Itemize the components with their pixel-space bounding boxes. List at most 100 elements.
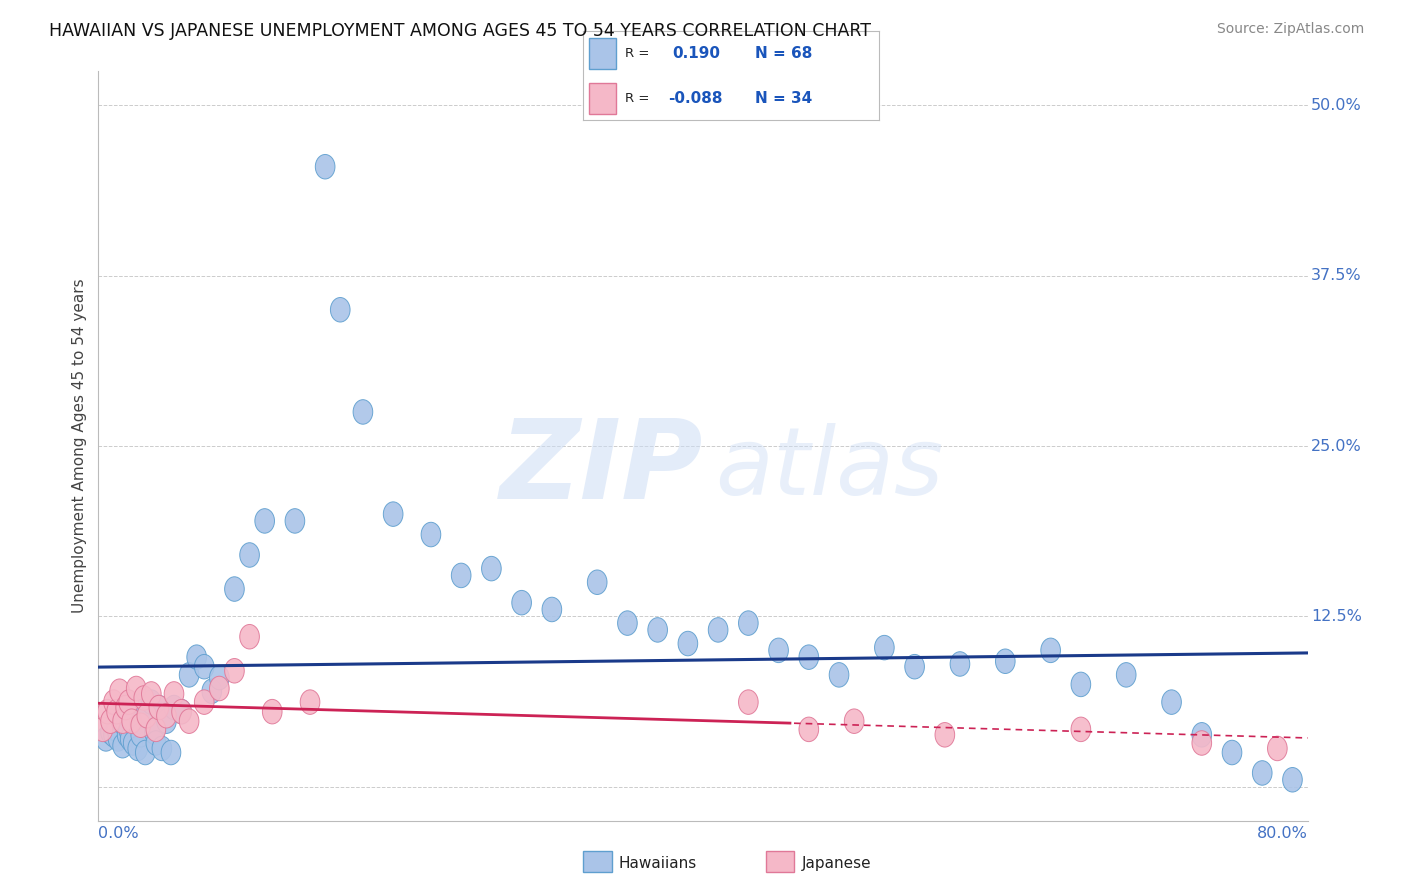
Text: 37.5%: 37.5%	[1312, 268, 1362, 283]
Ellipse shape	[935, 723, 955, 747]
Ellipse shape	[156, 704, 176, 728]
Ellipse shape	[263, 699, 283, 724]
Text: 0.0%: 0.0%	[98, 826, 139, 841]
Ellipse shape	[112, 733, 132, 758]
Text: -0.088: -0.088	[668, 91, 723, 105]
Ellipse shape	[799, 645, 818, 669]
Y-axis label: Unemployment Among Ages 45 to 54 years: Unemployment Among Ages 45 to 54 years	[72, 278, 87, 614]
Text: N = 34: N = 34	[755, 91, 813, 105]
Ellipse shape	[1040, 638, 1060, 663]
Ellipse shape	[101, 709, 121, 733]
FancyBboxPatch shape	[589, 83, 616, 114]
Ellipse shape	[543, 598, 561, 622]
Ellipse shape	[254, 508, 274, 533]
Ellipse shape	[422, 523, 440, 547]
Ellipse shape	[127, 676, 146, 701]
Ellipse shape	[117, 723, 136, 747]
Ellipse shape	[172, 699, 191, 724]
Ellipse shape	[738, 611, 758, 635]
Text: atlas: atlas	[716, 423, 943, 514]
Ellipse shape	[225, 577, 245, 601]
Text: 0.190: 0.190	[672, 46, 720, 61]
Text: Hawaiians: Hawaiians	[619, 856, 697, 871]
Ellipse shape	[1161, 690, 1181, 714]
Text: 25.0%: 25.0%	[1312, 439, 1362, 453]
Ellipse shape	[1222, 740, 1241, 764]
Ellipse shape	[648, 617, 668, 642]
Ellipse shape	[1192, 723, 1212, 747]
Ellipse shape	[225, 658, 245, 683]
Ellipse shape	[165, 695, 184, 720]
FancyBboxPatch shape	[589, 38, 616, 70]
Text: HAWAIIAN VS JAPANESE UNEMPLOYMENT AMONG AGES 45 TO 54 YEARS CORRELATION CHART: HAWAIIAN VS JAPANESE UNEMPLOYMENT AMONG …	[49, 22, 872, 40]
Ellipse shape	[156, 709, 176, 733]
Ellipse shape	[1282, 767, 1302, 792]
Ellipse shape	[1192, 731, 1212, 756]
Ellipse shape	[120, 717, 138, 741]
Ellipse shape	[104, 690, 124, 714]
Ellipse shape	[142, 690, 162, 714]
Text: 50.0%: 50.0%	[1312, 98, 1362, 113]
Ellipse shape	[1253, 761, 1272, 785]
Ellipse shape	[124, 731, 143, 756]
Text: R =: R =	[624, 47, 650, 60]
Ellipse shape	[146, 717, 166, 741]
Text: Japanese: Japanese	[801, 856, 872, 871]
Ellipse shape	[330, 298, 350, 322]
Ellipse shape	[97, 699, 117, 724]
Ellipse shape	[187, 645, 207, 669]
Ellipse shape	[135, 740, 155, 764]
Ellipse shape	[101, 720, 121, 744]
Ellipse shape	[1116, 663, 1136, 687]
Ellipse shape	[149, 695, 169, 720]
Ellipse shape	[110, 679, 129, 704]
Ellipse shape	[108, 727, 128, 751]
Ellipse shape	[138, 699, 157, 724]
Ellipse shape	[122, 706, 142, 731]
Ellipse shape	[678, 632, 697, 656]
Ellipse shape	[122, 709, 142, 733]
Ellipse shape	[451, 563, 471, 588]
Ellipse shape	[799, 717, 818, 741]
Ellipse shape	[152, 736, 172, 761]
Ellipse shape	[128, 736, 148, 761]
Ellipse shape	[112, 709, 132, 733]
Ellipse shape	[845, 709, 863, 733]
Ellipse shape	[96, 727, 115, 751]
Ellipse shape	[111, 709, 131, 733]
Ellipse shape	[709, 617, 728, 642]
Ellipse shape	[875, 635, 894, 660]
Ellipse shape	[240, 542, 259, 567]
Ellipse shape	[107, 717, 127, 741]
Ellipse shape	[162, 740, 181, 764]
Text: N = 68: N = 68	[755, 46, 813, 61]
Ellipse shape	[830, 663, 849, 687]
Ellipse shape	[120, 690, 138, 714]
Ellipse shape	[131, 723, 150, 747]
Ellipse shape	[905, 655, 924, 679]
Text: 12.5%: 12.5%	[1312, 609, 1362, 624]
Ellipse shape	[1071, 717, 1091, 741]
Ellipse shape	[285, 508, 305, 533]
Ellipse shape	[115, 713, 135, 738]
Ellipse shape	[202, 679, 222, 704]
Ellipse shape	[172, 699, 191, 724]
Text: 80.0%: 80.0%	[1257, 826, 1308, 841]
Ellipse shape	[769, 638, 789, 663]
Ellipse shape	[134, 692, 153, 717]
Ellipse shape	[209, 676, 229, 701]
Ellipse shape	[1071, 673, 1091, 697]
Ellipse shape	[315, 154, 335, 179]
Ellipse shape	[512, 591, 531, 615]
Ellipse shape	[121, 727, 141, 751]
Ellipse shape	[136, 704, 156, 728]
Ellipse shape	[194, 690, 214, 714]
Ellipse shape	[301, 690, 319, 714]
Ellipse shape	[129, 709, 149, 733]
Ellipse shape	[995, 649, 1015, 673]
Ellipse shape	[194, 655, 214, 679]
Ellipse shape	[127, 699, 146, 724]
Ellipse shape	[617, 611, 637, 635]
Ellipse shape	[180, 709, 198, 733]
Text: ZIP: ZIP	[499, 415, 703, 522]
